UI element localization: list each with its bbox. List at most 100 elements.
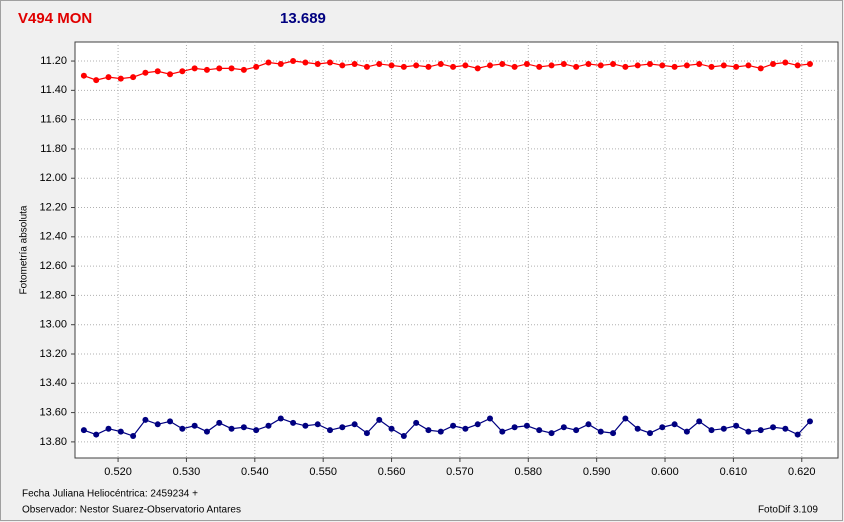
data-point xyxy=(290,419,297,426)
y-tick-label: 12.40 xyxy=(39,231,67,243)
x-tick-label: 0.590 xyxy=(583,466,611,478)
data-point xyxy=(228,65,235,72)
data-point xyxy=(339,62,346,69)
data-point xyxy=(523,422,530,429)
data-point xyxy=(474,65,481,72)
data-point xyxy=(265,59,272,66)
data-point xyxy=(117,75,124,82)
data-point xyxy=(80,427,87,434)
chart-title: V494 MON xyxy=(18,10,92,27)
x-tick-label: 0.530 xyxy=(173,466,201,478)
x-tick-label: 0.570 xyxy=(446,466,474,478)
data-point xyxy=(548,430,555,437)
data-point xyxy=(437,428,444,435)
data-point xyxy=(757,65,764,72)
y-tick-label: 13.60 xyxy=(39,406,67,418)
data-point xyxy=(659,424,666,431)
data-point xyxy=(770,60,777,67)
data-point xyxy=(203,66,210,73)
data-point xyxy=(659,62,666,69)
data-point xyxy=(745,428,752,435)
data-point xyxy=(573,427,580,434)
data-point xyxy=(167,71,174,78)
data-point xyxy=(302,422,309,429)
data-point xyxy=(597,62,604,69)
data-point xyxy=(622,63,629,70)
data-point xyxy=(351,421,358,428)
data-point xyxy=(511,424,518,431)
data-point xyxy=(794,431,801,438)
data-point xyxy=(105,425,112,432)
data-point xyxy=(240,66,247,73)
data-point xyxy=(474,421,481,428)
data-point xyxy=(487,415,494,422)
data-point xyxy=(646,430,653,437)
data-point xyxy=(117,428,124,435)
data-point xyxy=(585,60,592,67)
data-point xyxy=(806,60,813,67)
x-tick-label: 0.520 xyxy=(104,466,132,478)
data-point xyxy=(400,433,407,440)
data-point xyxy=(782,425,789,432)
data-point xyxy=(745,62,752,69)
x-tick-label: 0.600 xyxy=(651,466,679,478)
data-point xyxy=(240,424,247,431)
data-point xyxy=(105,74,112,81)
data-point xyxy=(622,415,629,422)
y-tick-label: 12.00 xyxy=(39,172,67,184)
y-tick-label: 12.80 xyxy=(39,289,67,301)
data-point xyxy=(413,62,420,69)
data-point xyxy=(154,421,161,428)
data-point xyxy=(696,60,703,67)
data-point xyxy=(560,60,567,67)
data-point xyxy=(806,418,813,425)
plot-area xyxy=(74,41,839,459)
chart-subtitle: 13.689 xyxy=(280,10,326,27)
data-point xyxy=(302,59,309,66)
data-point xyxy=(327,59,334,66)
data-point xyxy=(708,427,715,434)
data-point xyxy=(523,60,530,67)
y-tick-label: 12.20 xyxy=(39,201,67,213)
data-point xyxy=(425,63,432,70)
data-point xyxy=(757,427,764,434)
y-tick-label: 13.20 xyxy=(39,348,67,360)
data-point xyxy=(646,60,653,67)
data-point xyxy=(720,62,727,69)
data-point xyxy=(536,63,543,70)
data-point xyxy=(450,63,457,70)
data-point xyxy=(388,425,395,432)
x-tick-label: 0.580 xyxy=(515,466,543,478)
data-point xyxy=(130,74,137,81)
data-point xyxy=(314,60,321,67)
data-point xyxy=(610,60,617,67)
data-point xyxy=(388,62,395,69)
data-point xyxy=(437,60,444,67)
data-point xyxy=(733,422,740,429)
y-tick-label: 13.80 xyxy=(39,436,67,448)
data-point xyxy=(733,63,740,70)
data-point xyxy=(154,68,161,75)
data-point xyxy=(203,428,210,435)
data-point xyxy=(585,421,592,428)
data-point xyxy=(142,69,149,76)
data-point xyxy=(363,63,370,70)
data-point xyxy=(634,425,641,432)
data-point xyxy=(487,62,494,69)
data-point xyxy=(400,63,407,70)
data-point xyxy=(363,430,370,437)
observer: Observador: Nestor Suarez-Observatorio A… xyxy=(22,505,241,516)
data-point xyxy=(142,416,149,423)
y-tick-label: 13.00 xyxy=(39,319,67,331)
x-tick-label: 0.550 xyxy=(309,466,337,478)
data-point xyxy=(191,65,198,72)
data-point xyxy=(376,416,383,423)
data-point xyxy=(80,72,87,79)
x-tick-label: 0.540 xyxy=(241,466,269,478)
data-point xyxy=(560,424,567,431)
x-axis-label: Fecha Juliana Heliocéntrica: 2459234 + xyxy=(22,489,198,500)
data-point xyxy=(253,63,260,70)
data-point xyxy=(511,63,518,70)
data-point xyxy=(499,428,506,435)
